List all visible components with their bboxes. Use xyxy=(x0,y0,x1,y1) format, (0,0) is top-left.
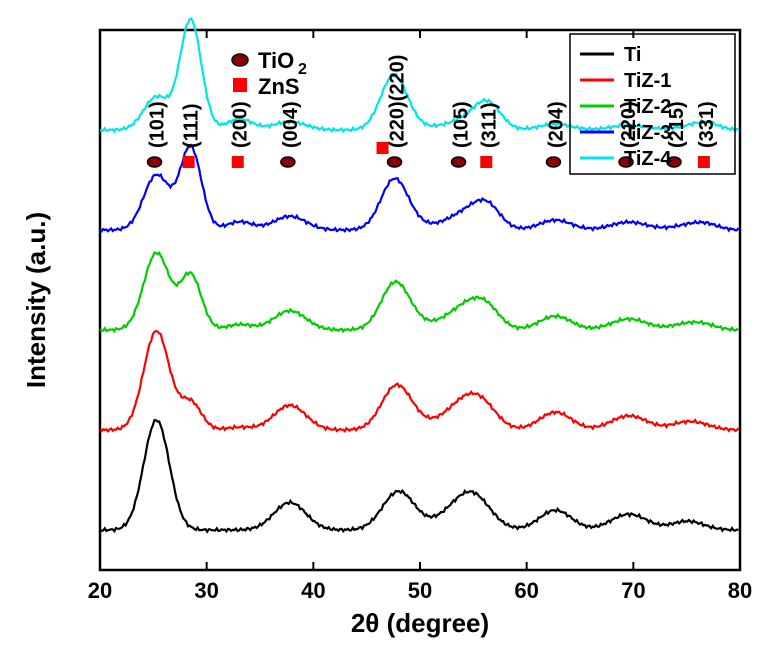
y-axis-label: Intensity (a.u.) xyxy=(21,212,51,388)
legend-label: Ti xyxy=(624,44,641,66)
zns-marker-icon xyxy=(377,142,389,154)
x-tick-label: 80 xyxy=(728,578,752,603)
peak-label: (331) xyxy=(696,101,718,148)
x-tick-label: 60 xyxy=(514,578,538,603)
x-axis-label: 2θ (degree) xyxy=(351,608,489,638)
series-TiZ-1 xyxy=(100,331,738,431)
peak-label: (101) xyxy=(147,101,169,148)
legend-label: TiZ-1 xyxy=(624,70,671,92)
tio2-marker-icon xyxy=(281,157,295,167)
legend-label: TiZ-2 xyxy=(624,96,671,118)
zns-marker-icon xyxy=(480,156,492,168)
peak-label: (200) xyxy=(230,101,252,148)
x-tick-label: 20 xyxy=(88,578,112,603)
x-tick-label: 70 xyxy=(621,578,645,603)
chart-svg: 20 30 40 50 60 70 80 2θ (degree) Intensity (a.u.… xyxy=(0,0,768,664)
tio2-marker-icon xyxy=(148,157,162,167)
zns-marker-icon xyxy=(183,156,195,168)
peak-label: (004) xyxy=(280,101,302,148)
peak-label: (105) xyxy=(451,101,473,148)
tio2-legend-icon xyxy=(232,54,248,66)
peak-label: (311) xyxy=(478,102,500,148)
tio2-legend-label: TiO xyxy=(258,48,294,73)
zns-legend-icon xyxy=(233,78,247,92)
tio2-marker-icon xyxy=(546,157,560,167)
tio2-marker-icon xyxy=(388,157,402,167)
peak-label: (111) xyxy=(181,104,203,148)
xrd-chart: 20 30 40 50 60 70 80 2θ (degree) Intensity (a.u.… xyxy=(0,0,768,664)
zns-marker-icon xyxy=(232,156,244,168)
tio2-marker-icon xyxy=(452,157,466,167)
peak-label: (204) xyxy=(545,101,567,148)
legend-label: TiZ-3 xyxy=(624,122,671,144)
series-TiZ-2 xyxy=(100,253,738,332)
zns-marker-icon xyxy=(698,156,710,168)
series-Ti xyxy=(100,420,738,532)
x-tick-label: 40 xyxy=(301,578,325,603)
legend-label: TiZ-4 xyxy=(624,148,672,170)
x-tick-label: 30 xyxy=(194,578,218,603)
zns-legend-label: ZnS xyxy=(258,74,300,99)
peak-label: (220)(220) xyxy=(387,55,409,148)
x-tick-label: 50 xyxy=(408,578,432,603)
